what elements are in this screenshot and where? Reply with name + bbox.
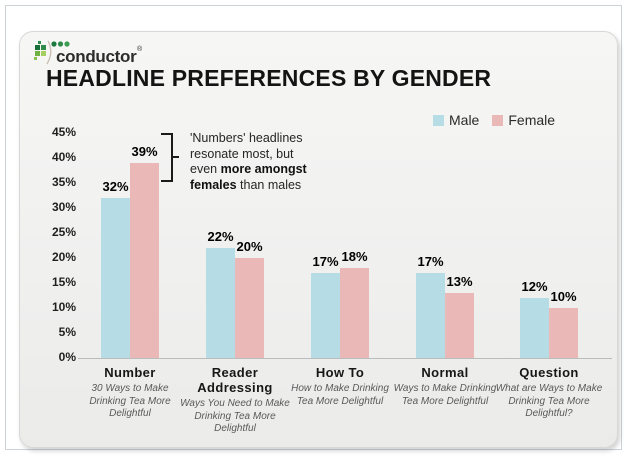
y-axis-tick-label: 0% — [58, 350, 76, 364]
data-label: 18% — [341, 249, 368, 264]
conductor-logo: conductor ® — [34, 34, 184, 76]
brand-wordmark: conductor — [56, 47, 137, 66]
x-axis-line — [78, 358, 612, 359]
category-title: Reader Addressing — [197, 365, 273, 395]
bar-male-2 — [311, 273, 340, 358]
y-axis-tick-label: 20% — [51, 250, 76, 264]
legend-swatch — [492, 114, 504, 126]
data-label: 22% — [207, 229, 234, 244]
legend-swatch — [433, 114, 444, 126]
bar-chart: 0% 5% 10% 15% 20% 25% 30% 35% 40% 45% 32% 22% 17% 17%… — [20, 32, 619, 449]
category-subtitle: 30 Ways to Make Drinking Tea More Deligh… — [89, 383, 171, 419]
category-label-group: Question What are Ways to Make Drinking T… — [491, 365, 607, 421]
category-title: How To — [315, 365, 365, 380]
y-axis-tick-label: 30% — [51, 200, 76, 214]
y-axis-tick-label: 5% — [58, 325, 76, 339]
category-label-group: Reader Addressing Ways You Need to Make D… — [177, 365, 293, 436]
bar-female-3 — [445, 293, 474, 358]
category-title: Question — [519, 365, 579, 380]
y-axis-tick-label: 25% — [51, 225, 76, 239]
data-label: 10% — [550, 289, 577, 304]
y-axis-tick-label: 15% — [51, 275, 76, 289]
conductor-logo-icon — [34, 40, 70, 65]
page-frame: conductor ® HEADLINE PREFERENCES BY GEND… — [5, 5, 622, 450]
legend-item-male: Male — [433, 112, 479, 128]
bar-female-4 — [549, 308, 578, 358]
bar-male-4 — [520, 298, 549, 358]
data-label: 20% — [236, 239, 263, 254]
legend-label: Female — [508, 112, 556, 128]
bar-female-0 — [130, 163, 159, 358]
data-label: 32% — [102, 179, 129, 194]
category-subtitle: How to Make Drinking Tea More Delightful — [291, 383, 389, 407]
y-axis-tick-label: 45% — [51, 125, 76, 139]
bar-male-0 — [101, 198, 130, 358]
y-axis-tick-label: 10% — [51, 300, 76, 314]
bar-male-3 — [416, 273, 445, 358]
bar-male-1 — [206, 248, 235, 358]
annotation-text: 'Numbers' headlines resonate most, but eve… — [190, 131, 307, 192]
y-axis-tick-label: 35% — [51, 175, 76, 189]
chart-title: HEADLINE PREFERENCES BY GENDER — [46, 65, 492, 91]
bar-female-2 — [340, 268, 369, 358]
data-label: 17% — [312, 254, 339, 269]
legend: Male Female — [433, 112, 555, 128]
category-subtitle: Ways You Need to Make Drinking Tea More … — [180, 398, 290, 434]
annotation-bracket — [161, 133, 179, 182]
legend-label: Male — [449, 112, 480, 128]
category-subtitle: Ways to Make Drinking Tea More Delightfu… — [393, 383, 497, 407]
slide: conductor ® HEADLINE PREFERENCES BY GEND… — [19, 31, 618, 448]
category-label-group: Normal Ways to Make Drinking Tea More Del… — [387, 365, 503, 408]
category-subtitle: What are Ways to Make Drinking Tea More … — [495, 383, 603, 419]
registered-mark: ® — [137, 46, 143, 53]
category-title: Number — [104, 365, 156, 380]
y-axis-tick-label: 40% — [51, 150, 76, 164]
data-label: 39% — [131, 144, 158, 159]
data-label: 12% — [521, 279, 548, 294]
data-label: 13% — [446, 274, 473, 289]
data-label: 17% — [417, 254, 444, 269]
legend-item-female: Female — [492, 112, 555, 128]
bar-female-1 — [235, 258, 264, 358]
category-title: Normal — [421, 365, 469, 380]
category-label-group: How To How to Make Drinking Tea More Deli… — [282, 365, 398, 408]
category-label-group: Number 30 Ways to Make Drinking Tea More … — [72, 365, 188, 421]
